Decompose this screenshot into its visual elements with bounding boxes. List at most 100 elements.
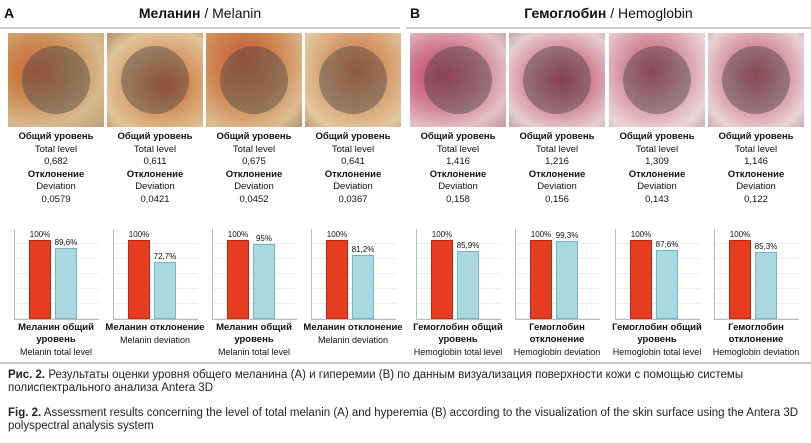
skin-photo: [107, 33, 203, 127]
bar-value-label: 87,6%: [655, 239, 679, 249]
value-line-en2: Deviation: [36, 181, 76, 192]
analysis-circle: [22, 46, 90, 114]
bar-chart: 100% 95%: [212, 229, 297, 320]
value-line-v1: 0,682: [44, 156, 68, 167]
value-line-v1: 1,216: [545, 156, 569, 167]
chart-caption-ru: Меланин общий уровень: [18, 322, 94, 345]
bar-reference: [630, 240, 652, 319]
value-line-en1: Total level: [436, 143, 480, 155]
skin-photo: [708, 33, 804, 127]
bar-reference-label: 100%: [227, 230, 249, 239]
measurement-values: Общий уровень Total level 0,611 Отклонение D…: [105, 131, 205, 206]
bar-chart: 100% 72,7%: [113, 229, 198, 320]
value-line-ru1: Общий уровень: [718, 131, 794, 142]
chart-caption-en: Hemoglobin total level: [413, 347, 503, 357]
value-line-en1: Total level: [133, 143, 177, 155]
value-line-ru2: Отклонение: [27, 168, 85, 180]
value-line-v2: 0,0367: [338, 193, 368, 205]
chart-caption-ru: Меланин общий уровень: [216, 322, 292, 345]
value-line-ru2: Отклонение: [628, 168, 686, 180]
chart-caption-en: Melanin deviation: [119, 335, 191, 345]
chart-caption: Гемоглобин отклонение Hemoglobin deviatio…: [507, 322, 607, 358]
bar-value-label: 95%: [255, 233, 272, 243]
caption-separator: [0, 362, 811, 364]
value-line-v2: 0,122: [744, 193, 768, 205]
value-line-ru1: Общий уровень: [420, 131, 496, 142]
value-line-v1: 0,675: [242, 156, 266, 167]
chart-caption: Гемоглобин отклонение Hemoglobin deviatio…: [706, 322, 806, 358]
analysis-circle: [523, 46, 591, 114]
chart-caption-en: Melanin deviation: [317, 335, 389, 345]
bar-value: [457, 251, 479, 319]
value-line-en1: Total level: [535, 143, 579, 155]
chart-caption-ru: Гемоглобин отклонение: [728, 322, 784, 345]
bar-chart: 100% 81,2%: [311, 229, 396, 320]
skin-photo: [206, 33, 302, 127]
measurement-values: Общий уровень Total level 0,682 Отклонение D…: [6, 131, 106, 206]
bar-value: [755, 251, 777, 319]
bar-value-label: 89,6%: [54, 238, 78, 248]
value-line-en1: Total level: [635, 143, 679, 155]
panel-b-letter: B: [410, 5, 421, 21]
bar-reference-label: 100%: [29, 230, 51, 239]
bar-chart: 100% 87,6%: [615, 229, 700, 320]
bar-chart: 100% 99,3%: [515, 229, 600, 320]
bar-value: [656, 249, 678, 319]
chart-caption-ru: Гемоглобин общий уровень: [612, 322, 702, 345]
chart-caption-en: Hemoglobin deviation: [513, 347, 601, 357]
value-line-en2: Deviation: [637, 181, 677, 192]
bar-reference-label: 100%: [326, 230, 348, 239]
value-line-ru2: Отклонение: [429, 168, 487, 180]
chart-caption-en: Melanin total level: [19, 347, 93, 357]
bar-value: [352, 254, 374, 319]
bar-reference-label: 100%: [431, 230, 453, 239]
bar-reference-label: 100%: [530, 230, 552, 239]
bar-reference: [227, 240, 249, 319]
value-line-v1: 1,416: [446, 156, 470, 167]
bar-chart: 100% 85,9%: [416, 229, 501, 320]
bar-reference: [29, 240, 51, 319]
analysis-circle: [319, 46, 387, 114]
skin-photo: [305, 33, 401, 127]
value-line-ru2: Отклонение: [324, 168, 382, 180]
value-line-en2: Deviation: [736, 181, 776, 192]
analysis-circle: [121, 46, 189, 114]
value-line-ru2: Отклонение: [225, 168, 283, 180]
bar-value-label: 99,3%: [555, 230, 579, 240]
value-line-v1: 0,641: [341, 156, 365, 167]
bar-value-label: 72,7%: [153, 251, 177, 261]
panel-a-letter: A: [4, 5, 15, 21]
value-line-ru1: Общий уровень: [619, 131, 695, 142]
bar-value: [154, 261, 176, 319]
value-line-v2: 0,0452: [239, 193, 269, 205]
chart-caption-ru: Гемоглобин отклонение: [529, 322, 585, 345]
value-line-en2: Deviation: [333, 181, 373, 192]
value-line-v1: 0,611: [143, 156, 167, 167]
panel-a-header: A Меланин / Melanin: [0, 0, 400, 29]
value-line-v2: 0,158: [446, 193, 470, 205]
bar-value: [55, 248, 77, 319]
skin-photo: [509, 33, 605, 127]
analysis-circle: [220, 46, 288, 114]
skin-photo: [8, 33, 104, 127]
analysis-circle: [424, 46, 492, 114]
value-line-ru1: Общий уровень: [117, 131, 193, 142]
value-line-v2: 0,143: [645, 193, 669, 205]
skin-photo: [609, 33, 705, 127]
bar-reference: [128, 240, 150, 319]
value-line-ru2: Отклонение: [727, 168, 785, 180]
measurement-values: Общий уровень Total level 0,675 Отклонение D…: [204, 131, 304, 206]
value-line-en1: Total level: [34, 143, 78, 155]
value-line-ru1: Общий уровень: [18, 131, 94, 142]
chart-caption-en: Hemoglobin total level: [612, 347, 702, 357]
value-line-en1: Total level: [734, 143, 778, 155]
analysis-circle: [623, 46, 691, 114]
chart-caption-en: Melanin total level: [217, 347, 291, 357]
value-line-ru2: Отклонение: [126, 168, 184, 180]
chart-caption: Гемоглобин общий уровень Hemoglobin total…: [408, 322, 508, 358]
bar-value: [253, 243, 275, 319]
bar-reference-label: 100%: [128, 230, 150, 239]
caption-ru: Рис. 2. Результаты оценки уровня общего …: [8, 369, 744, 394]
value-line-en2: Deviation: [234, 181, 274, 192]
analysis-circle: [722, 46, 790, 114]
